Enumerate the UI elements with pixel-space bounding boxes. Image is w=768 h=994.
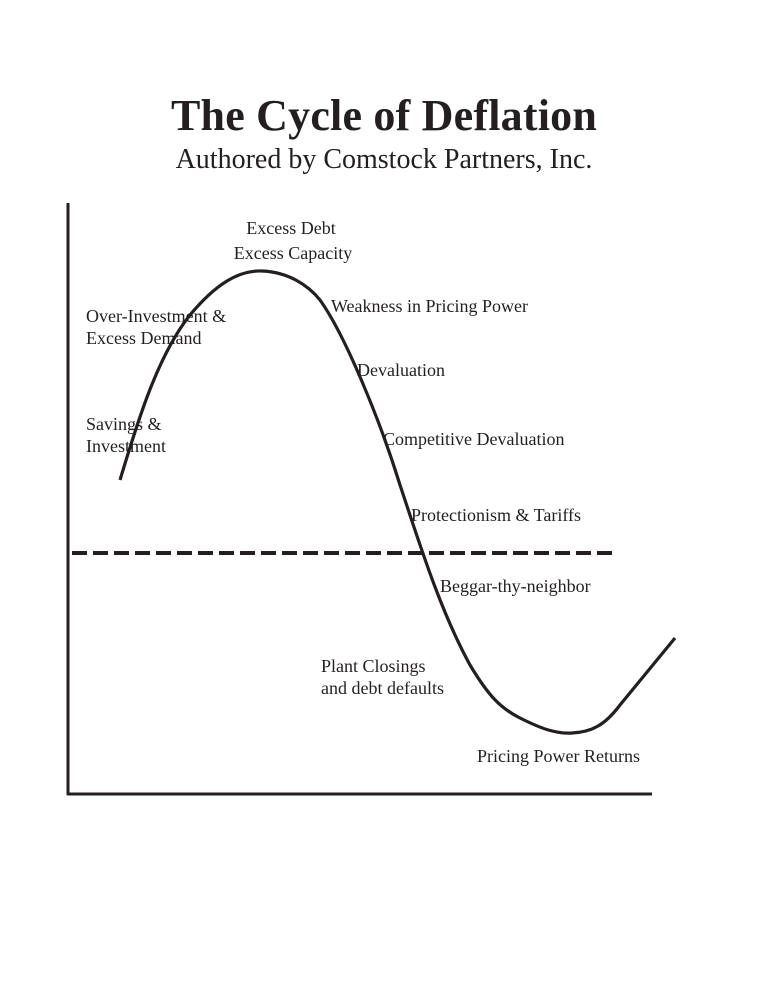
- label-over-investment: Over-Investment &: [86, 306, 227, 326]
- label-excess-capacity: Excess Capacity: [233, 243, 353, 263]
- cycle-curve: [118, 269, 677, 735]
- label-investment: Investment: [86, 436, 166, 456]
- label-devaluation: Devaluation: [357, 360, 445, 380]
- label-savings: Savings &: [86, 414, 162, 434]
- diagram-subtitle: Authored by Comstock Partners, Inc.: [175, 144, 593, 175]
- label-protectionism: Protectionism & Tariffs: [411, 505, 582, 525]
- label-pricing-power-returns: Pricing Power Returns: [477, 746, 640, 766]
- label-excess-debt: Excess Debt: [246, 218, 336, 238]
- label-plant-closings: Plant Closings: [321, 656, 426, 676]
- label-competitive-devaluation: Competitive Devaluation: [383, 429, 565, 449]
- label-debt-defaults: and debt defaults: [321, 678, 444, 698]
- diagram-title: The Cycle of Deflation: [171, 91, 597, 140]
- label-weakness-pricing-power: Weakness in Pricing Power: [331, 296, 529, 316]
- label-beggar-thy-neighbor: Beggar-thy-neighbor: [440, 576, 591, 596]
- label-excess-demand: Excess Demand: [86, 328, 202, 348]
